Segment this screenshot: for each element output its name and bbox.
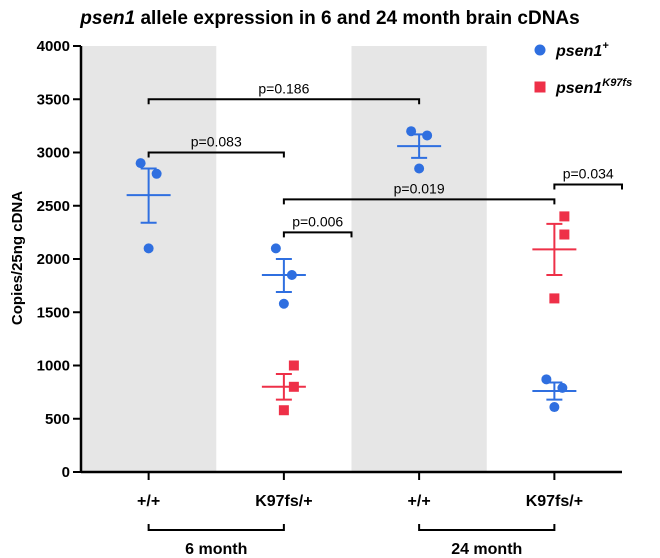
legend-entry-label: psen1K97fs (555, 77, 632, 97)
comparison-bracket (147, 151, 285, 158)
data-point-square (288, 381, 299, 392)
data-point-circle (422, 130, 433, 141)
y-tick-label: 1000 (37, 358, 70, 375)
data-point-square (559, 211, 570, 222)
p-value-label: p=0.034 (563, 165, 614, 181)
data-point-circle (278, 298, 289, 309)
data-point-circle (414, 163, 425, 174)
legend-entry-superscript: K97fs (602, 77, 632, 89)
group-bracket (418, 524, 556, 531)
group-label: 6 month (185, 541, 247, 558)
comparison-layer: p=0.186 p=0.083 p=0.006 p=0.019 p=0.034 (147, 80, 623, 238)
data-point-circle (286, 269, 297, 280)
legend-entry-base: psen1 (555, 43, 602, 60)
comparison-bracket (553, 183, 623, 190)
chart-title: psen1 allele expression in 6 and 24 mont… (79, 8, 579, 29)
y-tick-label: 2500 (37, 198, 70, 215)
legend-entry-label: psen1+ (555, 40, 609, 60)
legend-entry-base: psen1 (555, 80, 602, 97)
x-category-label: +/+ (408, 493, 431, 510)
y-tick-label: 3500 (37, 91, 70, 108)
y-tick-label: 500 (45, 411, 70, 428)
legend-marker-square (534, 81, 546, 93)
data-layer (126, 126, 577, 416)
x-category-label: K97fs/+ (255, 493, 312, 510)
axes-layer: 0 500 1000 1500 2000 2500 3000 3500 4000 +/+ K97fs… (37, 38, 622, 558)
comparison-bracket (282, 231, 353, 238)
p-value-label: p=0.083 (191, 134, 242, 150)
data-point-circle (557, 382, 568, 393)
group-bracket (147, 524, 285, 531)
data-point-circle (135, 158, 146, 169)
data-point-square (559, 229, 570, 240)
shading-layer (81, 46, 487, 472)
p-value-label: p=0.186 (258, 80, 309, 96)
data-point-square (278, 405, 289, 416)
shaded-column-0 (81, 46, 217, 472)
data-point-circle (143, 243, 154, 254)
y-tick-label: 0 (62, 464, 70, 481)
y-tick-label: 4000 (37, 38, 70, 55)
legend-entry-superscript: + (602, 40, 609, 52)
data-point-square (288, 360, 299, 371)
data-point-circle (549, 402, 560, 413)
legend: psen1+psen1K97fs (534, 40, 632, 97)
data-point-circle (270, 243, 281, 254)
chart-title-rest: allele expression in 6 and 24 month brai… (135, 8, 580, 29)
y-tick-label: 3000 (37, 145, 70, 162)
shaded-column-2 (351, 46, 487, 472)
x-category-label: K97fs/+ (526, 493, 583, 510)
data-point-circle (541, 374, 552, 385)
group-label: 24 month (451, 541, 522, 558)
comparison-bracket (147, 98, 421, 105)
x-category-label: +/+ (137, 493, 160, 510)
y-tick-label: 1500 (37, 304, 70, 321)
data-point-circle (406, 126, 417, 137)
p-value-label: p=0.019 (394, 180, 445, 196)
y-tick-label: 2000 (37, 251, 70, 268)
legend-marker-circle (534, 44, 546, 56)
comparison-bracket (282, 198, 556, 205)
p-value-label: p=0.006 (292, 213, 343, 229)
chart-title-gene: psen1 (79, 8, 135, 29)
y-axis-label: Copies/25ng cDNA (9, 191, 26, 325)
data-point-square (549, 293, 560, 304)
data-point-circle (151, 168, 162, 179)
